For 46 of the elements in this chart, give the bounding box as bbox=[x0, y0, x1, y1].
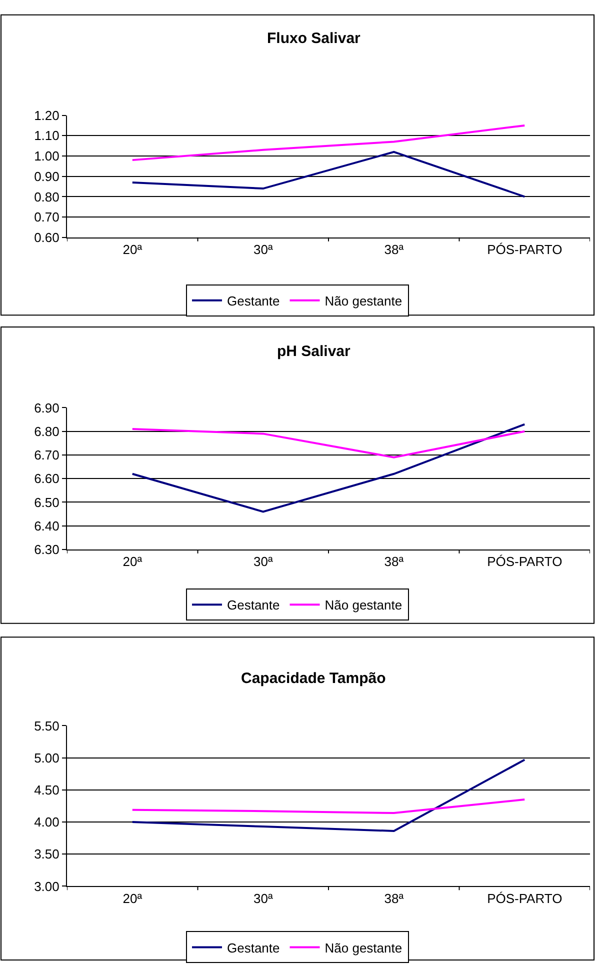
x-tick-label: 20ª bbox=[122, 242, 142, 257]
y-tick-label: 0.80 bbox=[34, 189, 60, 204]
line-series bbox=[131, 758, 526, 832]
y-tick-label: 5.00 bbox=[34, 750, 60, 766]
line-series bbox=[131, 798, 526, 814]
y-tick-label: 0.60 bbox=[34, 230, 60, 245]
chart-title: pH Salivar bbox=[277, 343, 351, 360]
x-tick-label: 38ª bbox=[384, 890, 404, 906]
y-tick-label: 6.70 bbox=[34, 448, 60, 463]
x-tick-label: PÓS-PARTO bbox=[487, 242, 562, 257]
y-tick-label: 6.40 bbox=[34, 518, 60, 534]
legend-label: Não gestante bbox=[324, 293, 402, 308]
x-tick-label: PÓS-PARTO bbox=[487, 554, 562, 570]
legend-label: Gestante bbox=[227, 293, 280, 308]
y-tick-label: 6.30 bbox=[34, 542, 60, 558]
y-tick-label: 6.60 bbox=[34, 471, 60, 486]
x-tick-label: PÓS-PARTO bbox=[487, 890, 562, 906]
chart-title: Capacidade Tampão bbox=[241, 670, 386, 687]
legend-label: Não gestante bbox=[324, 598, 402, 613]
y-tick-label: 5.50 bbox=[34, 718, 60, 734]
legend-label: Não gestante bbox=[324, 940, 402, 956]
x-tick-label: 38ª bbox=[384, 242, 404, 257]
y-tick-label: 0.90 bbox=[34, 168, 60, 184]
y-tick-label: 6.80 bbox=[34, 424, 60, 439]
line-series bbox=[131, 124, 526, 162]
line-series bbox=[131, 428, 526, 458]
legend-label: Gestante bbox=[227, 940, 280, 956]
x-tick-label: 20ª bbox=[122, 890, 142, 906]
y-tick-label: 4.50 bbox=[34, 782, 60, 798]
y-tick-label: 4.00 bbox=[34, 814, 60, 830]
x-tick-label: 20ª bbox=[122, 554, 142, 570]
y-tick-label: 6.50 bbox=[34, 494, 60, 510]
chart-title: Fluxo Salivar bbox=[267, 30, 361, 47]
y-tick-label: 1.10 bbox=[34, 128, 60, 144]
x-tick-label: 30ª bbox=[253, 554, 273, 570]
line-series bbox=[131, 150, 526, 198]
legend-label: Gestante bbox=[227, 598, 280, 613]
y-tick-label: 1.00 bbox=[34, 148, 60, 164]
x-tick-label: 30ª bbox=[253, 242, 273, 257]
y-tick-label: 3.00 bbox=[34, 878, 60, 894]
y-tick-label: 3.50 bbox=[34, 846, 60, 862]
y-tick-label: 6.90 bbox=[34, 400, 60, 416]
x-tick-label: 38ª bbox=[384, 554, 404, 570]
y-tick-label: 1.20 bbox=[34, 108, 60, 123]
y-tick-label: 0.70 bbox=[34, 210, 60, 225]
x-tick-label: 30ª bbox=[253, 890, 273, 906]
